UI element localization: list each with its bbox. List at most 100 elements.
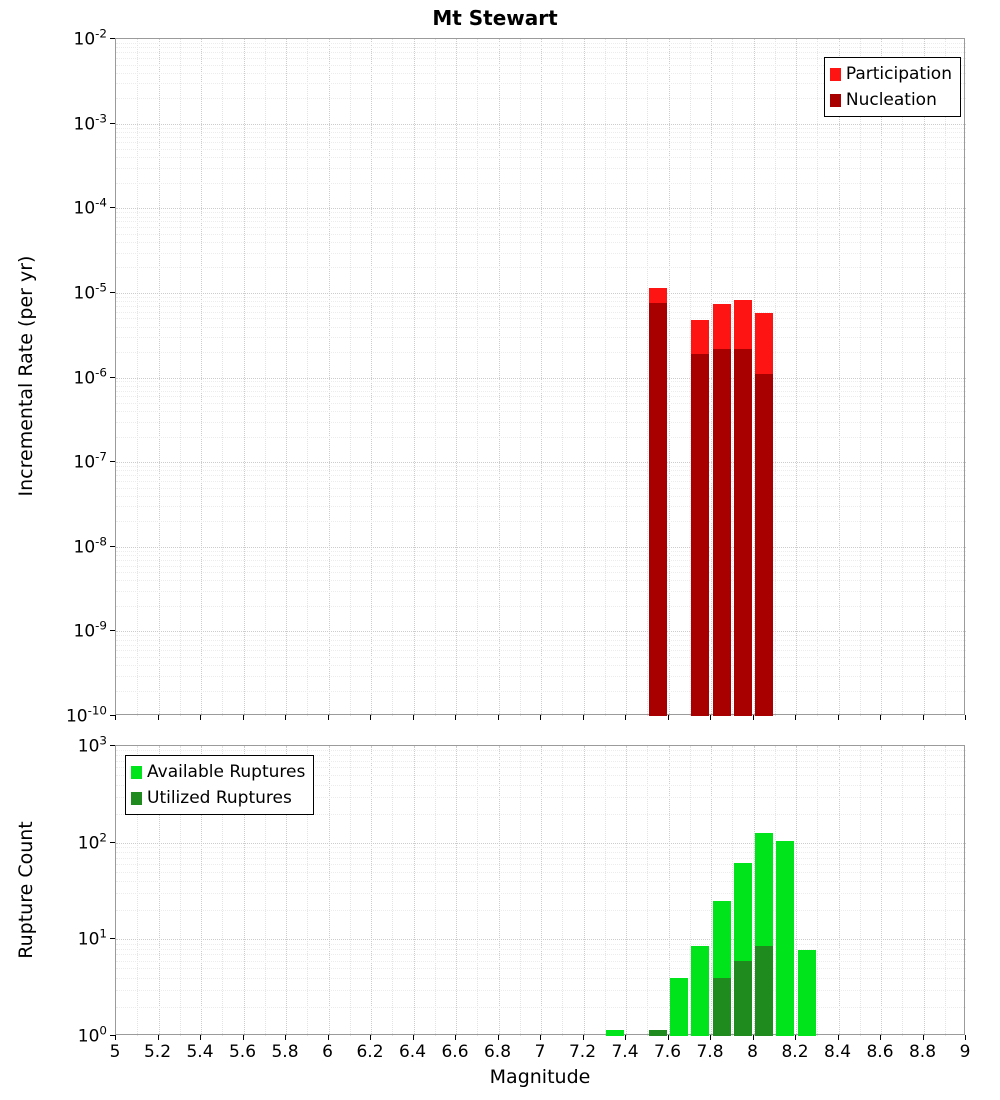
y-tick-label: 102 — [77, 830, 107, 854]
horizontal-minor-gridline — [116, 871, 966, 873]
x-tick-mark — [200, 715, 201, 720]
x-tick-label: 7 — [534, 1042, 546, 1062]
x-axis-label-magnitude: Magnitude — [489, 1066, 591, 1088]
horizontal-minor-gridline — [116, 352, 966, 353]
vertical-gridline — [307, 746, 309, 1036]
horizontal-minor-gridline — [116, 167, 966, 169]
horizontal-minor-gridline — [116, 480, 966, 482]
horizontal-minor-gridline — [116, 656, 966, 658]
horizontal-minor-gridline — [116, 127, 966, 129]
horizontal-minor-gridline — [116, 252, 966, 254]
x-tick-mark — [285, 715, 286, 720]
horizontal-gridline — [116, 462, 966, 464]
vertical-gridline — [392, 746, 394, 1036]
horizontal-minor-gridline — [116, 690, 966, 692]
horizontal-minor-gridline — [116, 572, 966, 574]
vertical-gridline — [604, 746, 606, 1036]
y-tick-label: 10-10 — [65, 703, 107, 727]
horizontal-minor-gridline — [116, 948, 966, 950]
horizontal-minor-gridline — [116, 977, 966, 979]
legend: Available Ruptures Utilized Ruptures — [125, 755, 315, 815]
x-tick-mark — [327, 715, 329, 720]
x-tick-mark — [625, 1035, 626, 1040]
horizontal-minor-gridline — [116, 98, 966, 100]
vertical-gridline — [137, 746, 139, 1036]
x-tick-mark — [115, 715, 116, 720]
bar-available-ruptures — [670, 977, 689, 1036]
x-tick-mark — [200, 1035, 201, 1040]
x-tick-label: 8 — [747, 1042, 758, 1062]
horizontal-minor-gridline — [116, 639, 966, 641]
available-ruptures-swatch-icon — [131, 765, 142, 779]
x-tick-label: 8.6 — [866, 1042, 894, 1062]
x-tick-label: 6 — [322, 1042, 333, 1062]
horizontal-minor-gridline — [116, 506, 966, 508]
x-tick-mark — [667, 1035, 669, 1040]
bar-utilized-ruptures — [712, 977, 731, 1036]
x-tick-mark — [157, 1035, 159, 1040]
horizontal-minor-gridline — [116, 960, 966, 962]
y-tick-label: 100 — [77, 1023, 107, 1047]
y-tick-mark — [110, 745, 115, 746]
horizontal-minor-gridline — [116, 306, 966, 307]
vertical-gridline — [774, 746, 776, 1036]
horizontal-minor-gridline — [116, 857, 966, 859]
horizontal-minor-gridline — [116, 385, 966, 387]
x-tick-label: 5.8 — [271, 1042, 299, 1062]
vertical-gridline — [732, 746, 734, 1036]
utilized-ruptures-swatch-icon — [131, 791, 142, 805]
horizontal-minor-gridline — [116, 318, 966, 320]
y-tick-label: 10-3 — [73, 111, 108, 134]
x-tick-mark — [497, 1035, 499, 1040]
x-tick-mark — [667, 715, 669, 720]
x-tick-mark — [370, 1035, 371, 1040]
horizontal-gridline — [116, 546, 966, 548]
horizontal-minor-gridline — [116, 381, 966, 383]
horizontal-minor-gridline — [116, 396, 966, 398]
y-tick-mark — [110, 1035, 115, 1036]
horizontal-minor-gridline — [116, 813, 966, 815]
horizontal-minor-gridline — [116, 767, 966, 769]
bar-available-ruptures — [691, 946, 710, 1036]
x-tick-mark — [582, 715, 584, 720]
horizontal-minor-gridline — [116, 157, 966, 159]
horizontal-minor-gridline — [116, 565, 966, 567]
horizontal-minor-gridline — [116, 555, 966, 556]
x-tick-mark — [965, 715, 966, 720]
vertical-gridline — [944, 746, 946, 1036]
horizontal-minor-gridline — [116, 64, 966, 66]
horizontal-minor-gridline — [116, 559, 966, 561]
x-tick-mark — [497, 715, 499, 720]
x-tick-mark — [242, 715, 244, 720]
horizontal-minor-gridline — [116, 650, 966, 652]
vertical-gridline — [519, 746, 521, 1036]
horizontal-minor-gridline — [116, 521, 966, 523]
horizontal-minor-gridline — [116, 755, 966, 757]
horizontal-minor-gridline — [116, 487, 966, 489]
horizontal-minor-gridline — [116, 943, 966, 945]
x-tick-label: 6.4 — [398, 1042, 427, 1062]
y-axis-label-rupture-count: Rupture Count — [15, 821, 37, 959]
vertical-gridline — [923, 746, 925, 1036]
vertical-gridline — [158, 746, 160, 1036]
horizontal-minor-gridline — [116, 466, 966, 467]
y-tick-mark — [110, 461, 115, 463]
vertical-gridline — [668, 746, 670, 1036]
horizontal-minor-gridline — [116, 149, 966, 151]
x-tick-mark — [540, 715, 541, 720]
horizontal-minor-gridline — [116, 182, 966, 184]
horizontal-minor-gridline — [116, 221, 966, 223]
horizontal-minor-gridline — [116, 47, 966, 49]
x-tick-label: 8.2 — [781, 1042, 809, 1062]
x-tick-mark — [540, 1035, 541, 1040]
horizontal-minor-gridline — [116, 881, 966, 883]
y-tick-mark — [110, 545, 115, 547]
bar-available-ruptures — [606, 1030, 625, 1036]
y-tick-label: 10-9 — [73, 619, 108, 642]
vertical-gridline — [583, 746, 585, 1036]
horizontal-minor-gridline — [116, 796, 966, 798]
legend-label: Nucleation — [845, 90, 937, 110]
vertical-gridline — [881, 746, 882, 1036]
vertical-gridline — [647, 746, 649, 1036]
legend-label: Participation — [845, 64, 952, 84]
